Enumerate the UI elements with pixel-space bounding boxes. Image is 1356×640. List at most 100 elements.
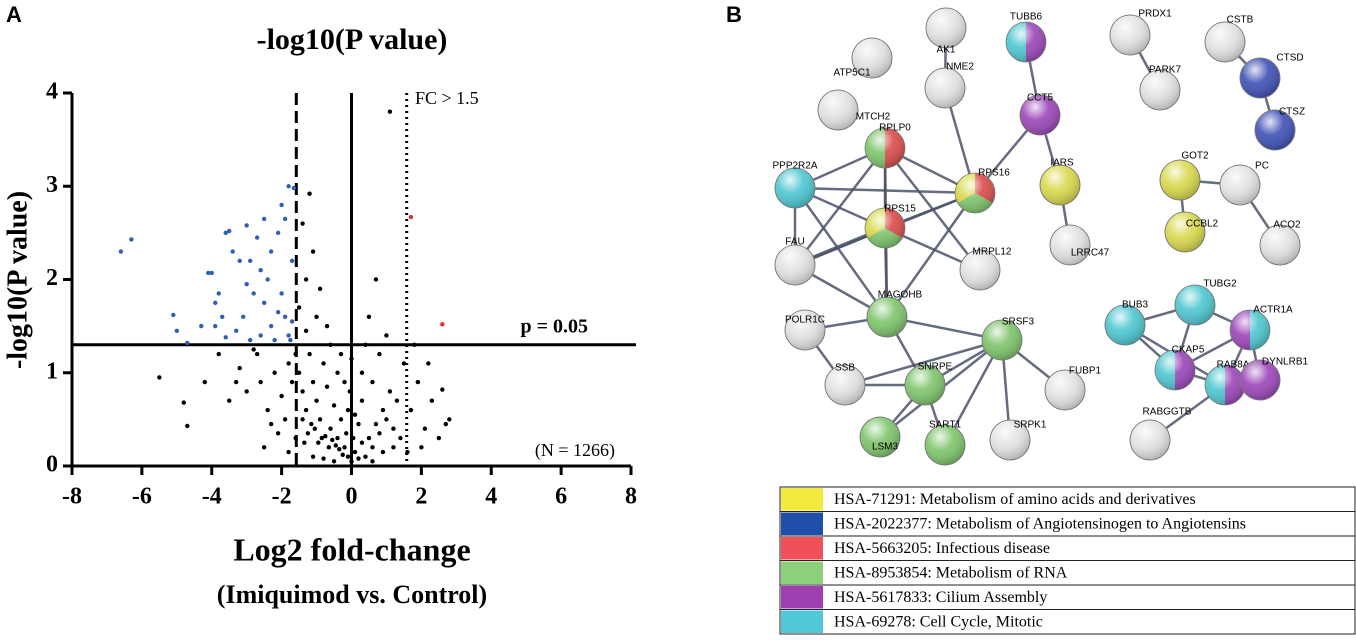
point — [265, 277, 270, 282]
point — [412, 342, 417, 347]
point — [202, 379, 207, 385]
x-tick-label: -2 — [272, 484, 292, 510]
node-label: DYNLRB1 — [1262, 357, 1309, 368]
point — [206, 270, 211, 276]
point — [349, 459, 354, 464]
point — [408, 407, 414, 413]
node-label: SRPK1 — [1014, 420, 1047, 431]
node-label: AK1 — [937, 45, 956, 56]
point — [234, 328, 239, 333]
point — [370, 445, 375, 450]
node-shine — [1129, 419, 1171, 461]
y-tick-label: 4 — [46, 79, 58, 105]
point — [419, 445, 424, 450]
point — [340, 452, 345, 458]
node-label: MRPL12 — [973, 247, 1012, 258]
legend-row — [779, 486, 1356, 512]
point — [309, 421, 314, 427]
point — [347, 389, 352, 394]
point — [174, 328, 180, 333]
point — [319, 435, 325, 441]
point — [307, 351, 312, 357]
point — [157, 375, 162, 380]
point — [391, 445, 396, 450]
point — [289, 258, 295, 264]
point — [272, 370, 277, 375]
node-label: TUBB6 — [1010, 12, 1043, 23]
point — [303, 328, 309, 333]
legend-label: HSA-71291: Metabolism of amino acids and… — [834, 491, 1196, 508]
point — [422, 426, 428, 431]
panel-label: B — [726, 2, 742, 27]
point — [440, 322, 445, 327]
legend-label: HSA-8953854: Metabolism of RNA — [834, 564, 1068, 581]
point — [384, 333, 389, 338]
x-axis-label: Log2 fold-change — [233, 531, 470, 567]
x-tick-label: 8 — [625, 484, 637, 510]
point — [237, 258, 242, 264]
point — [384, 417, 389, 422]
point — [314, 398, 319, 403]
point — [268, 421, 274, 427]
node-label: SNRPE — [918, 362, 953, 373]
point — [289, 319, 295, 324]
point — [356, 421, 361, 427]
point — [394, 398, 400, 403]
node-label: NME2 — [946, 62, 974, 73]
point — [331, 403, 337, 408]
node-shine — [1109, 14, 1151, 56]
legend-row — [779, 584, 1356, 610]
point — [405, 449, 410, 455]
legend-label: HSA-5617833: Cilium Assembly — [834, 589, 1047, 606]
point — [230, 249, 235, 254]
point — [324, 384, 330, 389]
node-label: RPS16 — [978, 168, 1010, 179]
edge — [844, 338, 1003, 387]
point — [282, 417, 288, 422]
node-shine — [1239, 57, 1281, 99]
node-label: SSB — [835, 363, 855, 374]
node-shine — [859, 416, 901, 458]
point — [305, 431, 311, 436]
point — [293, 435, 298, 441]
node-label: LRRC47 — [1071, 248, 1110, 259]
point — [345, 454, 351, 459]
node-label: FAU — [785, 237, 804, 248]
point — [398, 435, 403, 441]
point — [185, 340, 190, 346]
point — [330, 437, 335, 443]
point — [286, 449, 291, 455]
legend-label: HSA-69278: Cell Cycle, Mitotic — [834, 613, 1043, 630]
point — [317, 286, 323, 292]
point — [436, 435, 442, 441]
node-shine — [864, 127, 906, 169]
point — [244, 223, 249, 228]
point — [288, 337, 293, 343]
point — [328, 426, 333, 431]
point — [316, 440, 321, 445]
legend-swatch — [781, 488, 823, 511]
point — [345, 407, 351, 413]
point — [415, 379, 421, 385]
point — [251, 291, 256, 296]
x-axis-sublabel: (Imiquimod vs. Control) — [217, 580, 487, 609]
point — [213, 300, 218, 306]
node-label: ATP5C1 — [833, 68, 870, 79]
node-label: CKAP5 — [1172, 345, 1205, 356]
point — [227, 398, 232, 403]
point — [254, 351, 260, 357]
node-shine — [904, 364, 946, 406]
x-tick-label: 2 — [415, 484, 427, 510]
point — [328, 342, 333, 347]
point — [258, 333, 263, 338]
edge — [794, 147, 886, 266]
point — [408, 214, 414, 220]
point — [377, 351, 382, 357]
node-label: TUBG2 — [1203, 279, 1237, 290]
node-label: ACTR1A — [1253, 305, 1293, 316]
x-tick-label: -6 — [132, 484, 152, 510]
point — [370, 379, 375, 385]
point — [289, 379, 295, 385]
point — [300, 417, 305, 422]
node-label: RABGGTB — [1143, 407, 1192, 418]
